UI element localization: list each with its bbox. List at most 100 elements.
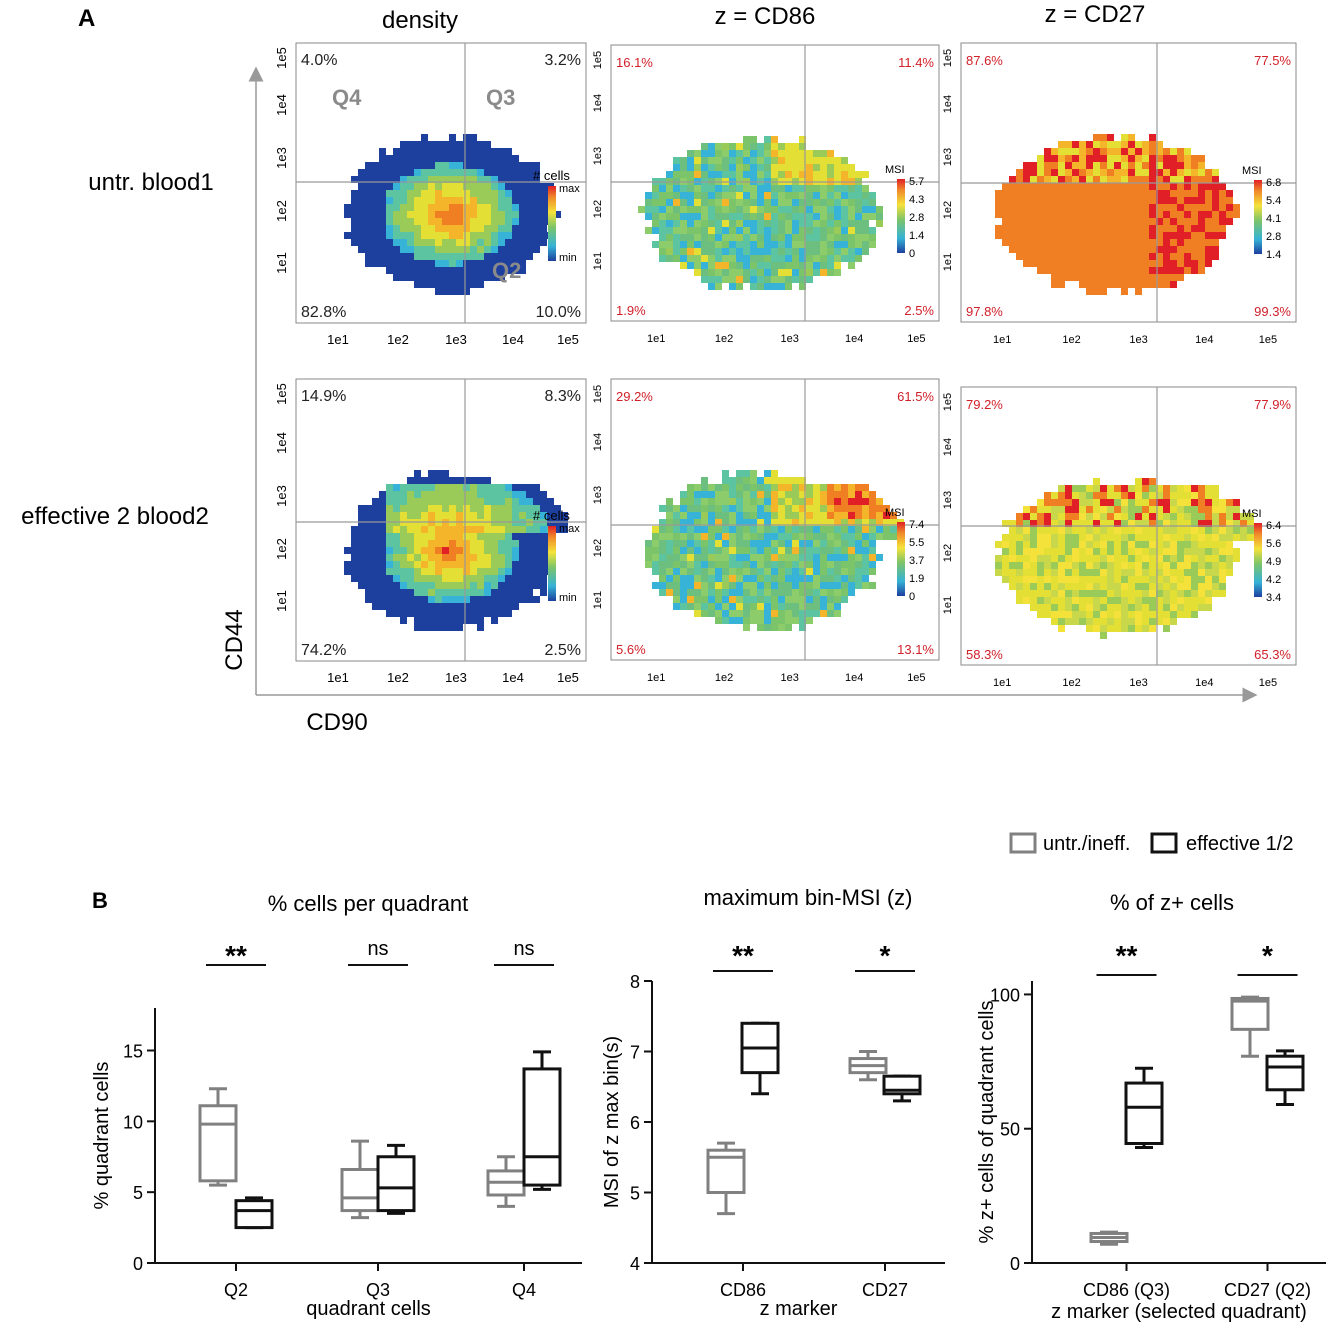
box-effective-q3 — [376, 1143, 416, 1215]
pct-q3: 8.3% — [545, 388, 581, 405]
color-scale-bar — [548, 526, 556, 601]
pct-q2: 2.5% — [545, 642, 581, 659]
cell-cloud — [344, 470, 568, 631]
msi-tick: 1.9 — [909, 573, 924, 585]
x-tick: 1e3 — [1129, 677, 1147, 689]
x-tick: 1e5 — [1259, 334, 1277, 346]
y-tick: 1e5 — [942, 393, 954, 411]
chart-title: maximum bin-MSI (z) — [703, 885, 912, 910]
cell-cloud — [638, 136, 883, 290]
y-tick: 1e2 — [592, 539, 604, 557]
x-tick: 1e5 — [907, 672, 925, 684]
pct-q2: 2.5% — [904, 303, 934, 318]
chart-title: % cells per quadrant — [268, 891, 469, 916]
significance-label: ** — [1116, 940, 1138, 971]
msi-tick: 5.7 — [909, 176, 924, 188]
box-untr-cd27q2 — [1230, 995, 1270, 1058]
pct-q1: 97.8% — [966, 304, 1003, 319]
scale-min: min — [559, 592, 577, 604]
legend-title: # cells — [533, 168, 570, 183]
y-tick: 1e5 — [592, 385, 604, 403]
box-charts: % cells per quadrant 0 5 10 15 % quadrant cel… — [91, 885, 1326, 1323]
y-tick-label: 15 — [123, 1042, 143, 1062]
y-axis-label: % z+ cells of quadrant cells — [976, 1001, 998, 1244]
category-label: Q2 — [224, 1280, 248, 1300]
quadrant-label-q2: Q2 — [492, 258, 521, 283]
x-axis-label: quadrant cells — [306, 1298, 431, 1320]
msi-tick: 3.7 — [909, 555, 924, 567]
scale-min: min — [559, 252, 577, 264]
pct-q4: 16.1% — [616, 55, 653, 70]
category-label: Q4 — [512, 1280, 536, 1300]
y-tick: 1e4 — [274, 432, 289, 454]
msi-tick: 5.6 — [1266, 538, 1281, 550]
x-tick: 1e4 — [845, 333, 863, 345]
column-title-density: density — [382, 7, 458, 34]
legend-title: MSI — [885, 164, 905, 176]
y-tick: 1e2 — [592, 200, 604, 218]
legend-label-black: effective 1/2 — [1186, 833, 1293, 855]
pct-q3: 61.5% — [897, 389, 934, 404]
significance-label: ns — [367, 938, 388, 960]
msi-tick: 0 — [909, 248, 915, 260]
legend-label-gray: untr./ineff. — [1043, 833, 1130, 855]
iqr-box — [234, 1199, 274, 1230]
msi-tick: 4.2 — [1266, 574, 1281, 586]
y-tick: 1e4 — [592, 433, 604, 451]
box-effective-cd27 — [882, 1074, 922, 1103]
pct-q4: 4.0% — [301, 52, 337, 69]
flow-plot-cd86-row2: 29.2% 61.5% 5.6% 13.1% 1e1 1e2 1e3 1e4 1e5 1e1 1e2… — [592, 378, 940, 684]
box-untr-cd86 — [706, 1141, 746, 1216]
pct-q1: 5.6% — [616, 642, 646, 657]
y-tick-label: 5 — [630, 1184, 640, 1204]
box-effective-cd27q2 — [1265, 1049, 1305, 1107]
category-label: CD86 — [720, 1280, 766, 1300]
y-tick: 1e3 — [274, 147, 289, 169]
y-tick-label: 7 — [630, 1043, 640, 1063]
x-tick: 1e2 — [1062, 334, 1080, 346]
y-tick-label: 0 — [133, 1254, 143, 1274]
y-tick: 1e4 — [942, 95, 954, 113]
color-scale-bar — [1254, 523, 1262, 597]
x-tick: 1e2 — [715, 333, 733, 345]
x-tick: 1e1 — [327, 332, 349, 347]
y-tick: 1e3 — [274, 485, 289, 507]
flow-plot-cd27-row1: 87.6% 77.5% 97.8% 99.3% 1e1 1e2 1e3 1e4 1e5 1e1 1e… — [942, 42, 1297, 346]
quadrant-label-q3: Q3 — [486, 85, 515, 110]
msi-tick: 0 — [909, 591, 915, 603]
y-tick: 1e4 — [274, 94, 289, 116]
pct-q4: 87.6% — [966, 53, 1003, 68]
legend-title: MSI — [885, 507, 905, 519]
pct-q3: 11.4% — [898, 55, 934, 70]
y-tick: 1e2 — [274, 200, 289, 222]
msi-tick: 4.3 — [909, 194, 924, 206]
pct-q4: 14.9% — [301, 388, 346, 405]
panel-label-a: A — [78, 5, 95, 32]
y-tick: 1e5 — [274, 383, 289, 405]
box-untr-q4 — [486, 1155, 526, 1208]
scale-max: max — [559, 523, 580, 535]
y-tick-label: 5 — [133, 1183, 143, 1203]
flow-plot-cd27-row2: 79.2% 77.9% 58.3% 65.3% 1e1 1e2 1e3 1e4 1e5 1e1 1e… — [942, 386, 1297, 689]
x-tick: 1e2 — [1062, 677, 1080, 689]
y-tick-label: 50 — [1000, 1120, 1020, 1140]
color-scale-bar — [548, 186, 556, 261]
row-label-effective: effective 2 blood2 — [21, 503, 209, 530]
x-tick: 1e5 — [1259, 677, 1277, 689]
y-tick: 1e3 — [942, 491, 954, 509]
cell-cloud — [645, 470, 904, 631]
pct-q2: 13.1% — [897, 642, 934, 657]
legend-title: MSI — [1242, 508, 1262, 520]
msi-tick: 4.9 — [1266, 556, 1281, 568]
y-tick: 1e2 — [942, 544, 954, 562]
pct-q3: 77.9% — [1254, 397, 1291, 412]
y-tick: 1e4 — [942, 438, 954, 456]
category-label: Q3 — [366, 1280, 390, 1300]
x-tick: 1e2 — [387, 332, 409, 347]
x-tick: 1e5 — [557, 332, 579, 347]
pct-q1: 58.3% — [966, 647, 1003, 662]
x-axis-label: z marker (selected quadrant) — [1051, 1301, 1307, 1323]
x-tick: 1e3 — [781, 672, 799, 684]
box-chart-1: % cells per quadrant 0 5 10 15 % quadrant cel… — [91, 891, 582, 1320]
msi-tick: 2.8 — [1266, 231, 1281, 243]
